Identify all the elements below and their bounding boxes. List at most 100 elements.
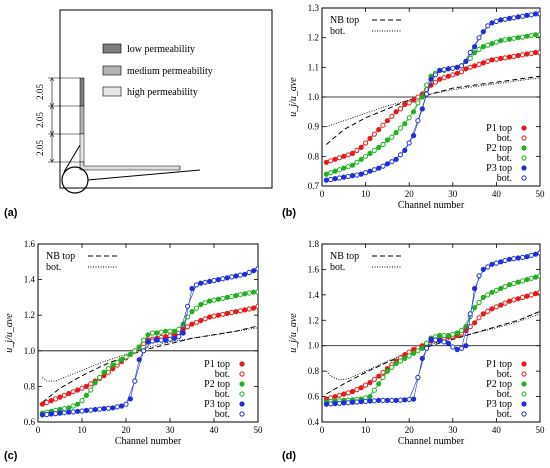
data-point-p3-bot (389, 397, 395, 403)
data-point-p2-top (480, 294, 486, 300)
series-line-nb-top (326, 310, 540, 395)
legend-bottom-marker (239, 361, 245, 367)
x-tick-label: 30 (166, 425, 176, 435)
data-point-p1-top (39, 401, 46, 407)
y-tick-label: 1.8 (308, 239, 320, 249)
plot-area (39, 266, 258, 418)
legend-bottom-marker (239, 391, 245, 397)
legend-top-label: bot. (46, 262, 61, 273)
data-point-p3-top (393, 156, 399, 162)
data-point-p2-bot (520, 34, 526, 40)
y-tick-label: 1.6 (308, 264, 320, 274)
data-point-p3-bot (528, 12, 534, 18)
data-point-p1-bot (336, 155, 342, 161)
legend-bottom-label: bot. (497, 173, 512, 184)
data-point-p1-bot (345, 152, 351, 158)
y-tick-label: 0.6 (308, 392, 320, 402)
data-point-p2-top (402, 121, 408, 127)
x-tick-label: 40 (492, 425, 502, 435)
leader-line-lower (87, 169, 201, 181)
data-point-p1-bot (485, 58, 491, 65)
data-point-p1-bot (502, 300, 508, 306)
data-point-p2-bot (537, 273, 540, 279)
legend-bottom-marker (239, 371, 245, 377)
data-point-p1-bot (211, 313, 217, 319)
data-point-p3-bot (363, 398, 369, 404)
data-point-p2-top (75, 401, 81, 407)
legend-bottom-label: P1 top (486, 359, 512, 370)
data-point-p3-bot (336, 400, 342, 406)
data-point-p1-bot (467, 64, 473, 70)
y-tick-label: 1.6 (24, 239, 36, 249)
data-point-p2-bot (70, 403, 76, 409)
y-tick-label: 0.4 (308, 417, 320, 427)
data-point-p2-top (384, 368, 390, 374)
data-point-p1-top (472, 320, 478, 326)
data-point-p2-bot (450, 331, 456, 337)
data-point-p2-top (437, 332, 443, 339)
y-tick-label: 0.9 (308, 122, 320, 132)
data-point-p2-bot (371, 147, 377, 153)
legend-bottom-marker (521, 401, 527, 407)
data-point-p3-bot (176, 334, 182, 340)
legend-bottom-label: bot. (215, 409, 230, 420)
data-point-p2-bot (467, 55, 473, 62)
data-point-p3-bot (485, 264, 491, 270)
data-point-p3-bot (424, 345, 430, 351)
data-point-p1-bot (70, 389, 76, 395)
data-point-p1-bot (380, 122, 386, 128)
data-point-p3-bot (371, 167, 377, 173)
data-point-p1-bot (485, 308, 491, 314)
legend-bottom-label: bot. (497, 369, 512, 380)
data-point-p3-top (463, 343, 469, 349)
legend-bottom-label: bot. (497, 389, 512, 400)
data-point-p2-bot (114, 359, 120, 365)
data-point-p3-bot (202, 279, 208, 285)
data-point-p3-bot (371, 398, 377, 404)
data-point-p2-bot (97, 374, 103, 381)
data-point-p2-bot (511, 35, 517, 41)
data-point-p3-bot (229, 274, 235, 280)
data-point-p3-bot (520, 13, 526, 19)
plot-area (323, 11, 540, 183)
data-point-p2-bot (105, 366, 112, 372)
data-point-p3-bot (493, 18, 499, 24)
x-tick-label: 20 (122, 425, 132, 435)
leader-line-upper (63, 144, 81, 173)
data-point-p3-bot (158, 337, 164, 343)
legend-bottom-marker (239, 401, 245, 407)
data-point-p3-bot (450, 344, 456, 350)
legend-bottom-marker (521, 361, 527, 367)
data-point-p1-bot (61, 392, 68, 398)
series-line-nb-bot (42, 327, 258, 382)
data-point-p3-bot (246, 269, 252, 276)
data-point-p1-bot (537, 49, 540, 56)
data-point-p1-bot (493, 56, 499, 62)
y-tick-label: 0.8 (308, 151, 320, 161)
data-point-p1-bot (336, 392, 342, 398)
data-point-p1-bot (363, 382, 369, 388)
data-point-p1-bot (397, 106, 404, 112)
data-point-p3-bot (345, 400, 351, 406)
data-point-p3-top (533, 11, 539, 17)
legend-bottom-marker (521, 125, 527, 131)
data-point-p3-bot (520, 254, 526, 260)
data-point-p1-top (533, 49, 539, 56)
data-point-p1-top (480, 311, 486, 317)
data-point-p3-bot (493, 260, 499, 266)
data-point-p2-bot (476, 46, 482, 53)
data-point-p2-top (445, 332, 451, 339)
data-point-p3-bot (167, 336, 173, 342)
data-point-p2-bot (79, 398, 85, 404)
x-tick-label: 0 (320, 189, 325, 199)
data-point-p1-bot (432, 79, 438, 85)
data-point-p1-bot (380, 369, 386, 375)
data-point-p2-bot (389, 364, 395, 370)
data-point-p2-bot (211, 297, 217, 303)
data-point-p1-bot (458, 69, 465, 75)
legend-bottom-marker (521, 175, 527, 181)
panel-label-a: (a) (4, 207, 18, 219)
data-point-p3-top (437, 67, 443, 73)
panel-label-b: (b) (282, 207, 296, 219)
data-point-p2-bot (397, 125, 404, 131)
